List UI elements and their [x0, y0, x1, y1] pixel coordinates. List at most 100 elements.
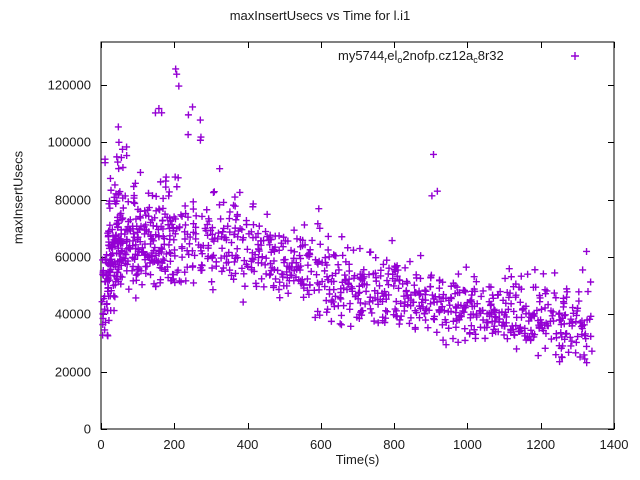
data-point-marker — [196, 136, 204, 144]
data-point-marker — [299, 281, 307, 289]
data-point-marker — [418, 298, 426, 306]
data-point-marker — [306, 281, 314, 289]
data-point-marker — [104, 284, 112, 292]
data-point-marker — [115, 219, 123, 227]
data-point-marker — [342, 275, 350, 283]
data-point-marker — [388, 237, 396, 245]
data-point-marker — [529, 311, 537, 319]
data-point-marker — [513, 345, 521, 353]
data-point-marker — [292, 273, 300, 281]
data-point-marker — [412, 271, 420, 279]
data-point-marker — [255, 254, 263, 262]
data-point-marker — [134, 251, 142, 259]
x-axis-tick-label: 400 — [236, 437, 259, 452]
data-point-marker — [439, 278, 447, 286]
data-point-marker — [538, 305, 546, 313]
data-point-marker — [124, 198, 132, 206]
data-point-marker — [105, 316, 113, 324]
data-point-marker — [549, 317, 557, 325]
data-point-marker — [217, 215, 225, 223]
data-point-marker — [158, 259, 166, 267]
data-point-marker — [537, 321, 545, 329]
data-point-marker — [430, 312, 438, 320]
data-point-marker — [574, 304, 582, 312]
data-point-marker — [303, 275, 311, 283]
data-point-marker — [518, 306, 526, 314]
data-point-marker — [332, 252, 340, 260]
data-point-marker — [573, 311, 581, 319]
data-point-marker — [271, 232, 279, 240]
data-point-marker — [541, 304, 549, 312]
data-point-marker — [157, 264, 165, 272]
data-point-marker — [477, 292, 485, 300]
data-point-marker — [118, 145, 126, 153]
data-point-marker — [374, 296, 382, 304]
data-point-marker — [110, 193, 118, 201]
data-point-marker — [307, 267, 315, 275]
data-point-marker — [382, 291, 390, 299]
data-point-marker — [115, 265, 123, 273]
data-point-marker — [340, 284, 348, 292]
data-point-marker — [106, 174, 114, 182]
data-point-marker — [439, 336, 447, 344]
data-point-marker — [159, 255, 167, 263]
x-axis-tick-label: 800 — [383, 437, 405, 452]
data-point-marker — [494, 291, 502, 299]
data-point-marker — [276, 278, 284, 286]
data-point-marker — [171, 252, 179, 260]
data-point-marker — [158, 245, 166, 253]
data-point-marker — [178, 243, 186, 251]
data-point-marker — [330, 286, 338, 294]
data-point-marker — [390, 282, 398, 290]
data-point-marker — [487, 283, 495, 291]
data-point-marker — [424, 324, 432, 332]
data-point-marker — [205, 215, 213, 223]
data-point-marker — [214, 229, 222, 237]
data-point-marker — [461, 336, 469, 344]
data-point-marker — [348, 285, 356, 293]
x-axis-label: Time(s) — [335, 452, 380, 467]
data-point-marker — [131, 255, 139, 263]
data-point-marker — [379, 298, 387, 306]
data-point-marker — [145, 212, 153, 220]
data-point-marker — [305, 253, 313, 261]
data-point-marker — [337, 311, 345, 319]
data-point-marker — [422, 296, 430, 304]
data-point-marker — [208, 253, 216, 261]
legend-marker-icon — [571, 52, 579, 60]
data-point-marker — [162, 183, 170, 191]
data-point-marker — [416, 274, 424, 282]
legend-label-subscript: c — [473, 55, 478, 65]
data-point-marker — [162, 177, 170, 185]
data-point-marker — [328, 296, 336, 304]
data-point-marker — [185, 240, 193, 248]
data-point-marker — [247, 257, 255, 265]
data-point-marker — [239, 298, 247, 306]
data-point-marker — [262, 270, 270, 278]
data-point-marker — [166, 225, 174, 233]
data-point-marker — [159, 225, 167, 233]
data-point-marker — [261, 261, 269, 269]
data-point-marker — [335, 266, 343, 274]
data-point-marker — [110, 307, 118, 315]
data-point-marker — [454, 270, 462, 278]
data-point-marker — [462, 263, 470, 271]
data-point-marker — [233, 245, 241, 253]
data-point-marker — [427, 300, 435, 308]
data-point-marker — [403, 279, 411, 287]
data-point-marker — [142, 263, 150, 271]
data-point-marker — [587, 332, 595, 340]
data-point-marker — [337, 295, 345, 303]
data-point-marker — [121, 230, 129, 238]
data-point-marker — [166, 216, 174, 224]
data-point-marker — [111, 281, 119, 289]
data-point-marker — [132, 294, 140, 302]
data-point-marker — [209, 251, 217, 259]
data-point-marker — [114, 158, 122, 166]
data-point-marker — [134, 233, 142, 241]
data-point-marker — [425, 306, 433, 314]
data-point-marker — [466, 314, 474, 322]
data-point-marker — [509, 325, 517, 333]
data-point-marker — [422, 316, 430, 324]
data-point-marker — [461, 288, 469, 296]
